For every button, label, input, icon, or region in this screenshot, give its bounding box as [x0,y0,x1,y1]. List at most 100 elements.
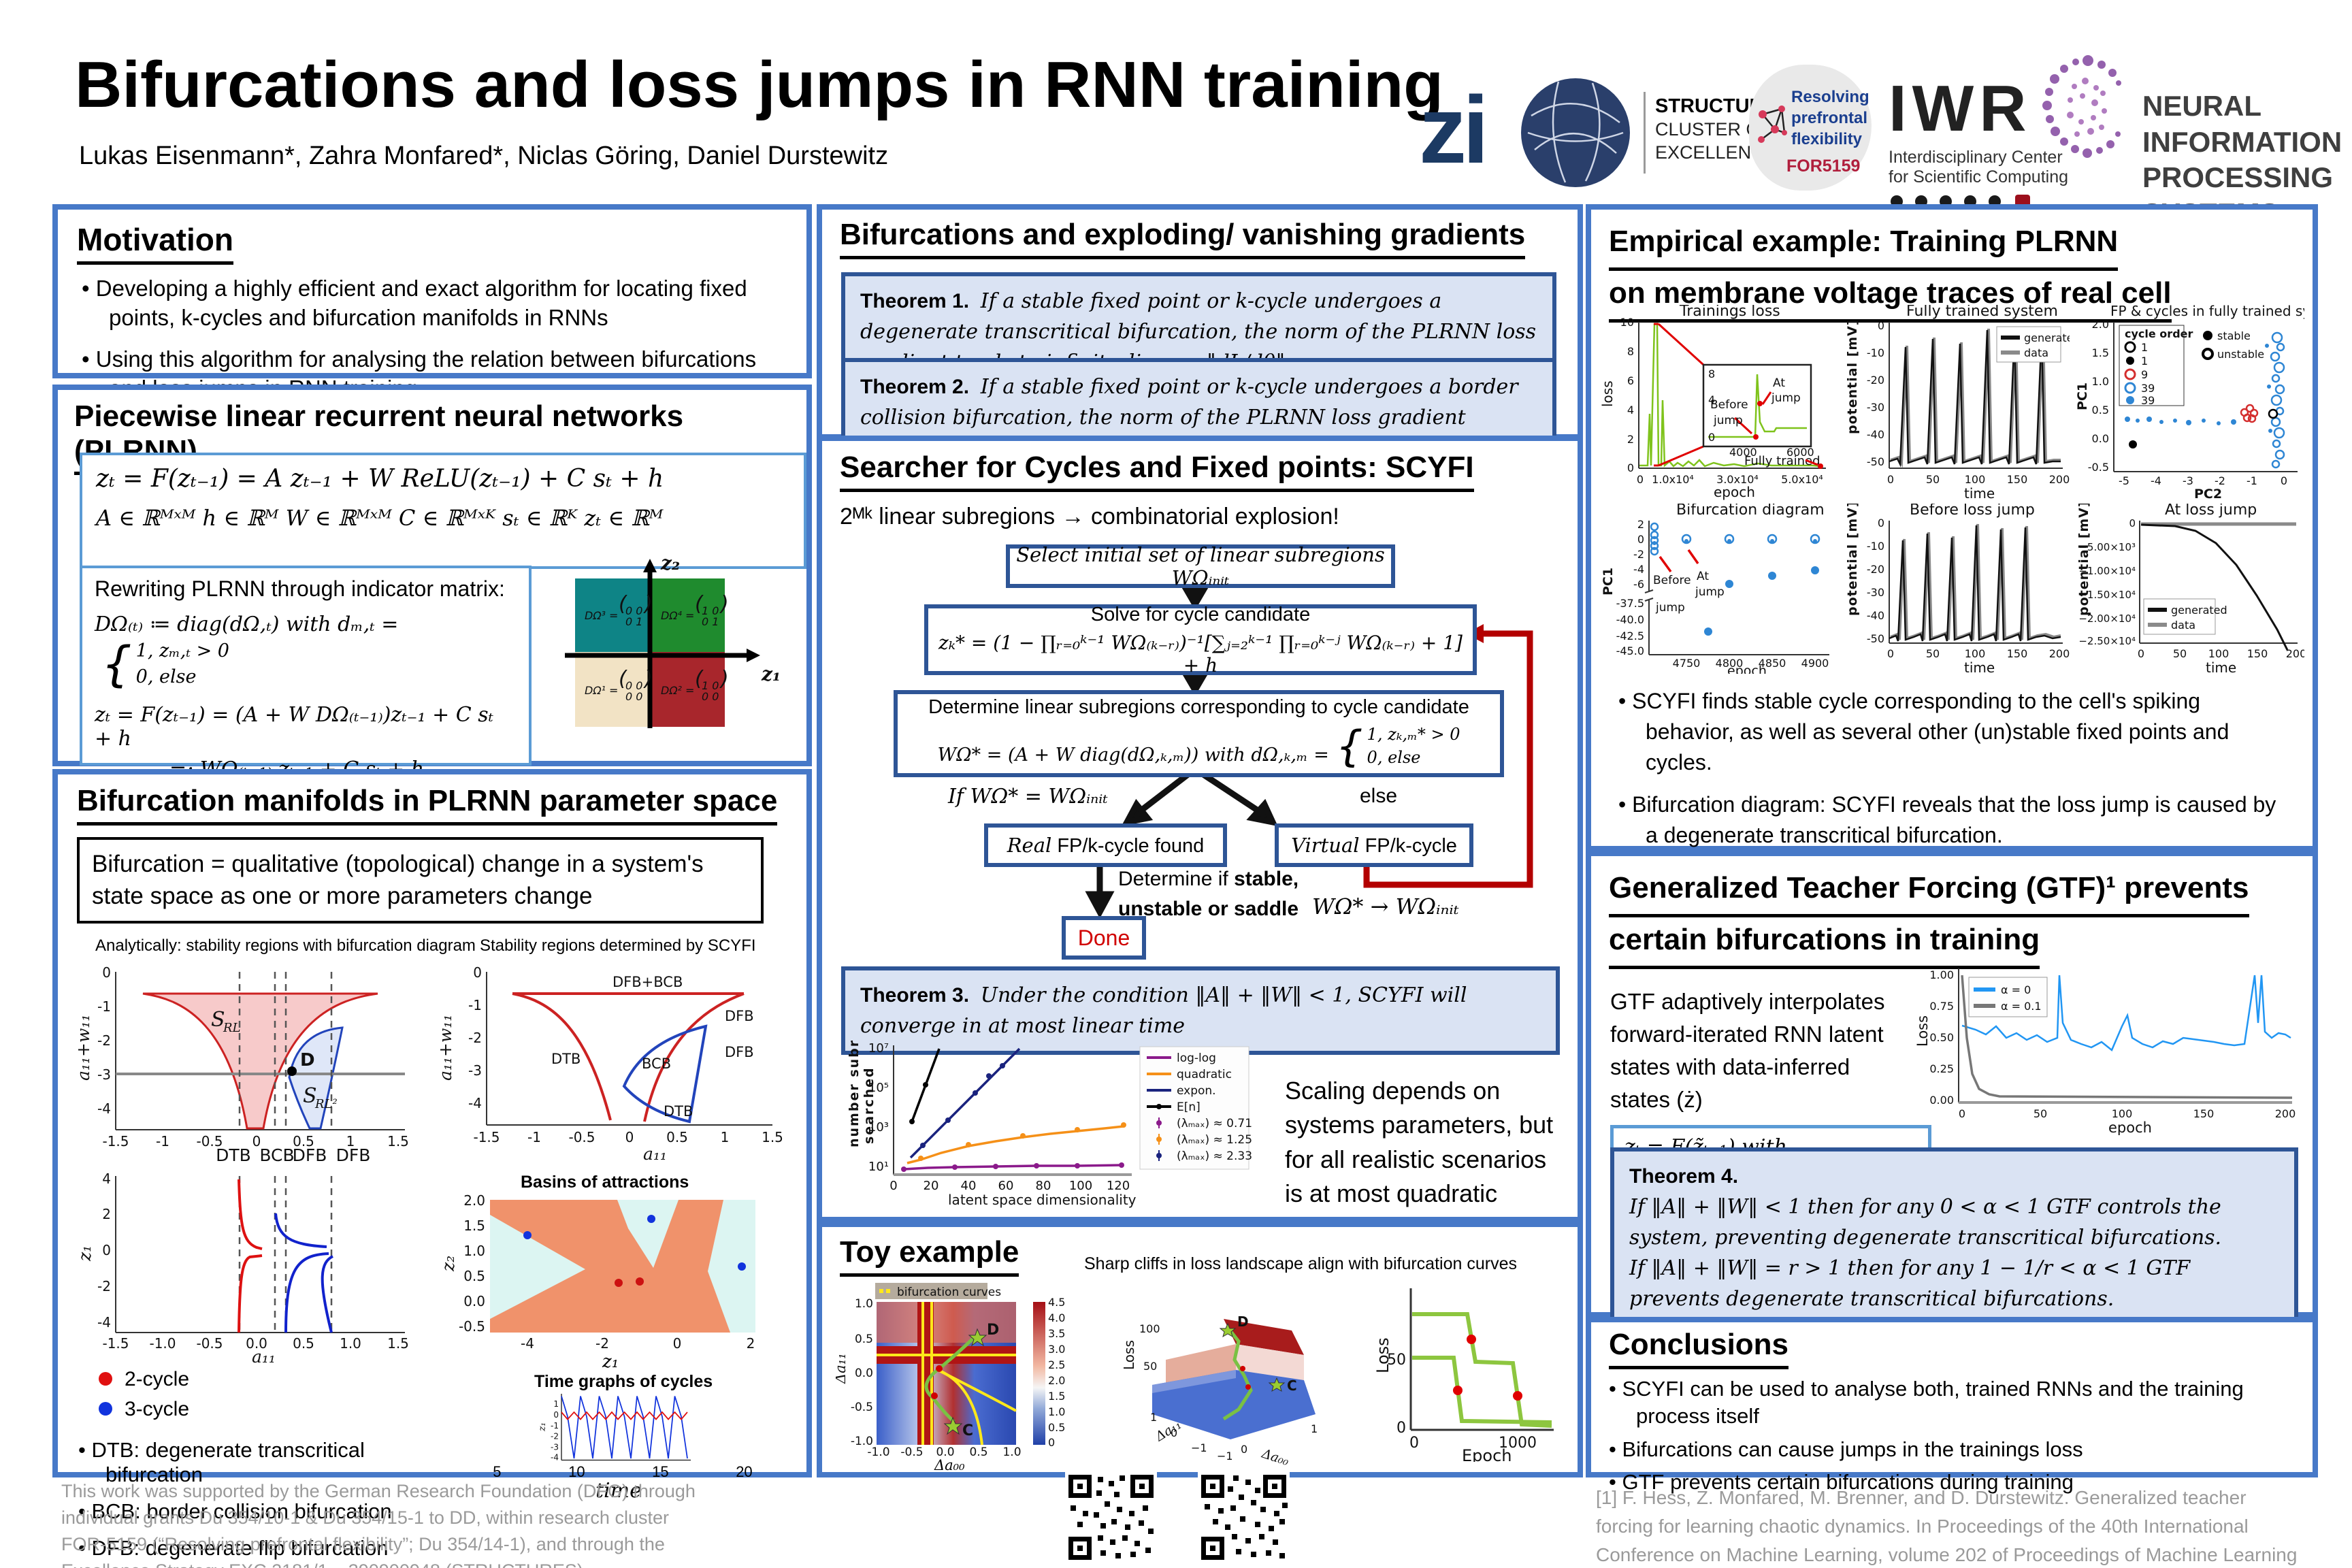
cycle-legend: 2-cycle 3-cycle [99,1368,189,1421]
cbar-tick: 3.0 [1048,1343,1065,1356]
x-tick: 100 [1069,1179,1092,1193]
y-tick: 0 [1396,1420,1406,1437]
y-tick: 10³ [868,1120,889,1134]
theorem-3-label: Theorem 3. [860,984,970,1007]
toy-subtitle: Sharp cliffs in loss landscape align wit… [1084,1254,1517,1273]
trainloss-ylabel: loss [1601,380,1616,407]
x-tick: -5 [2119,474,2129,487]
heat-xlabel: Δa₀₀ [934,1457,965,1473]
y-tick: 4 [102,1171,111,1187]
quad3-row1: 0 0 [625,604,642,617]
bifurcation-manifolds-box: Bifurcation manifolds in PLRNN parameter… [52,769,812,1560]
brain-line1: Resolving [1791,88,1869,106]
x-tick: 200 [2049,473,2070,486]
plotA-ylabel: a₁₁+w₁₁ [78,1015,93,1081]
reference-note: [1] F. Hess, Z. Monfared, M. Brenner, an… [1596,1487,2298,1565]
theorem-1-label: Theorem 1. [860,290,970,312]
fully-trained-plot: Fully trained system generated data 0 -1… [1845,305,2070,502]
y-tick: -10 [1867,346,1884,359]
y-tick: -2 [468,1030,482,1046]
fp-e1: 1 [2141,355,2148,368]
network-icon [1758,105,1787,143]
region-SRL2 [288,1026,344,1130]
y-tick: 1.0 [2092,375,2109,388]
bd-at-2: jump [1695,585,1725,599]
y-tick: -20 [1867,563,1884,576]
cond-else-label: else [1360,785,1398,807]
bd-before-2: jump [1655,601,1685,615]
y-tick: 1.5 [2092,346,2109,359]
fp-ylabel: PC1 [2075,382,2090,410]
point-D-label: D [300,1050,315,1071]
y-tick: -2 [551,1432,559,1441]
fully-trained-label: Fully trained [1744,454,1820,468]
y-tick: 0 [2129,517,2136,529]
toy-title: Toy example [840,1235,1019,1277]
legend-expon: expon. [1177,1084,1216,1098]
x-tick: 5.0x10⁴ [1781,473,1823,486]
virtual-cycle-box: Virtual FP/k-cycle [1275,823,1473,867]
x-tick: 50 [1926,473,1940,486]
before-jump-1: Before [1710,398,1748,412]
y-tick: 1.5 [463,1218,485,1234]
ft-legend-data: data [2024,346,2048,359]
y-tick: 1.0 [463,1243,485,1259]
x-tick: 0 [889,1179,897,1193]
x-tick: 1 [721,1129,730,1145]
x-tick: 50 [2034,1107,2047,1120]
fp-e0: 1 [2141,341,2148,354]
x-tick: 0.5 [969,1446,987,1459]
quad4-row2: 0 1 [702,615,719,628]
marker-DFB2: DFB [336,1145,371,1162]
x-tick: -4 [521,1335,534,1352]
y-tick: −2.00×10⁴ [2078,612,2136,625]
x-tick: 0 [2138,647,2144,660]
plrnn-case-1: 1, zₘ,ₜ > 0 [135,640,229,662]
legend-lmax-125: (λₘₐₓ) ≈ 1.25 [1177,1133,1252,1147]
at-loss-jump-plot: At loss jump generated data 0 −5.00×10³ … [2076,504,2304,674]
motivation-box: Motivation Developing a highly efficient… [52,204,812,401]
conclusions-title: Conclusions [1609,1328,1789,1369]
flow-select-subregions: Select initial set of linear subregions … [1006,543,1395,589]
z1-arrowhead-icon [747,649,760,662]
y-tick: -1.0 [851,1435,873,1448]
y-tick: 2 [1637,518,1644,531]
gtf-xlabel: epoch [2108,1120,2152,1135]
y-tick: 4 [1627,404,1634,416]
bj-title: Before loss jump [1910,504,2035,519]
legend-lmax-233: (λₘₐₓ) ≈ 2.33 [1177,1149,1252,1163]
y-tick: 0.5 [855,1333,873,1346]
label-DFB-r: DFB [725,1008,754,1024]
dtb-bullet: DTB: degenerate transcritical bifurcatio… [78,1438,446,1487]
fp-xlabel: PC2 [2194,487,2222,502]
qr-code-1 [1065,1471,1157,1563]
tick: 1 [1311,1422,1318,1435]
x-tick: 0.5 [293,1133,314,1149]
gtf-loss-plot: α = 0 α = 0.1 1.00 0.75 0.50 0.25 0.00 0… [1914,968,2296,1135]
x-tick: 0.0 [936,1446,954,1459]
bcb-bullet: BCB: border collision bifurcation [78,1499,446,1524]
trainloss-xlabel: epoch [1714,484,1755,500]
training-loss-plot: Trainings loss Before jump At jump 8 4 0 [1601,305,1826,500]
y-tick: -3 [468,1062,482,1079]
y-tick: 10⁵ [868,1081,889,1095]
virtual-italic: Virtual [1291,833,1360,857]
x-tick: 0.5 [293,1335,314,1352]
toy-example-box: Toy example Sharp cliffs in loss landsca… [817,1222,1583,1477]
x-tick: -0.5 [196,1133,223,1149]
x-tick: -1 [2247,474,2257,487]
tick: −1 [1191,1441,1207,1454]
quad4-matrix-name: DΩ⁴ = [661,609,694,622]
y-tick: -1 [97,998,111,1015]
aj-ylabel: potential [mV] [2076,504,2091,616]
x-tick: 0 [1959,1107,1965,1120]
timeplot-title: Time graphs of cycles [534,1372,713,1391]
plrnn-rewrite-label: Rewriting PLRNN through indicator matrix… [95,576,505,601]
y-tick: -45.0 [1616,644,1644,657]
legend-lmax-071: (λₘₐₓ) ≈ 0.71 [1177,1117,1252,1130]
quadrant-2 [650,652,725,727]
quad2-row2: 0 0 [702,690,719,703]
x-tick: 100 [1965,473,1986,486]
x-tick: -2 [595,1335,609,1352]
fp-legend-title: cycle order [2125,327,2193,340]
